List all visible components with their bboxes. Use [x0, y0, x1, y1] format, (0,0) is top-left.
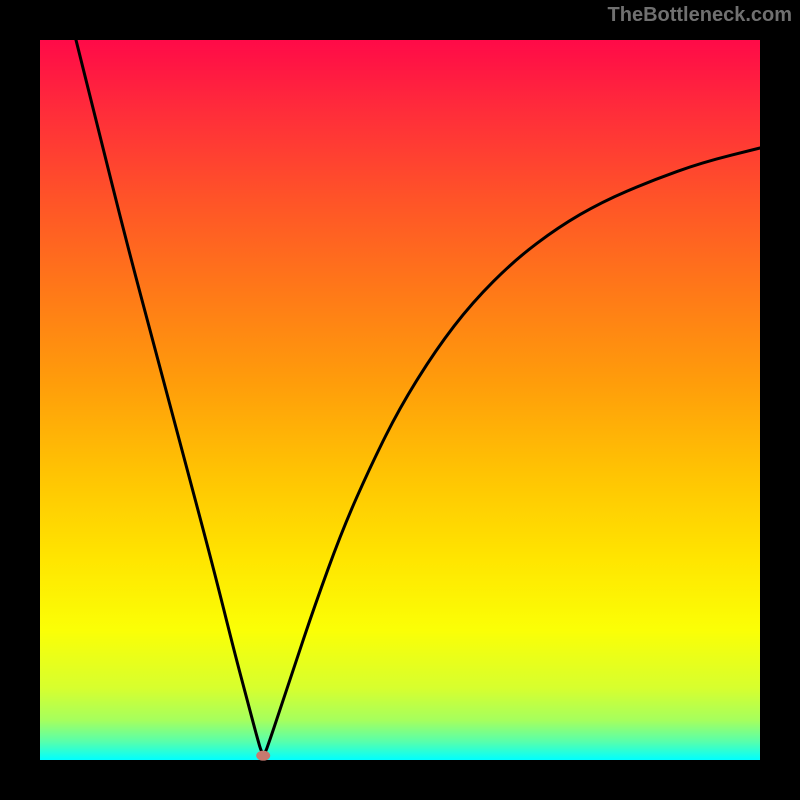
optimal-point-marker — [256, 751, 270, 761]
chart-svg — [0, 0, 800, 800]
bottleneck-chart: TheBottleneck.com — [0, 0, 800, 800]
chart-plot-area — [40, 40, 760, 760]
watermark-text: TheBottleneck.com — [608, 4, 792, 27]
